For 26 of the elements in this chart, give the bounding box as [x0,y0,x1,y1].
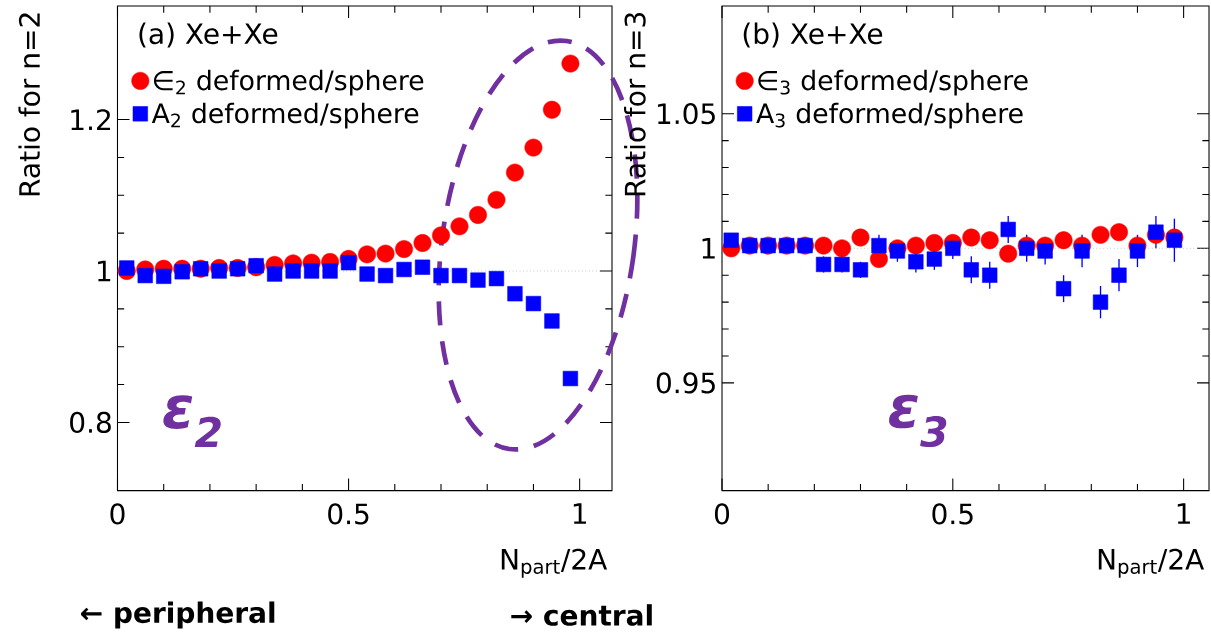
legend-label: ∈$_{3}$ deformed/sphere [758,69,1028,96]
y-tick-label: 0.95 [656,372,715,394]
y-tick-label: 1.2 [71,109,110,130]
annotation: ε$_{3}$ [889,394,947,448]
x-axis-title: N$_{part}$/2A [1098,548,1205,578]
y-tick-label: 1 [98,260,111,282]
legend-label: ∈$_{2}$ deformed/sphere [153,69,424,96]
x-tick-label: 0 [110,503,125,525]
x-tick-label: 1 [573,503,586,524]
text: (b) Xe+Xe [743,22,883,48]
legend-label: A$_{3}$ deformed/sphere [756,102,1023,129]
x-tick-label: 0.5 [328,503,369,525]
x-tick-label: 0 [714,503,730,525]
annotation: ε$_{2}$ [163,395,221,448]
x-tick-label: 1 [1177,503,1190,524]
text: (a) Xe+Xe [139,22,278,48]
text: ← peripheral [81,601,275,629]
y-tick-label: 0.8 [70,411,111,434]
x-tick-label: 0.5 [932,503,973,525]
text: → central [511,604,652,626]
legend-label: A$_{2}$ deformed/sphere [151,102,419,129]
y-axis-title: Ratio for n=3 [624,12,646,196]
y-tick-label: 1.05 [658,103,715,125]
y-axis-title: Ratio for n=2 [18,13,41,196]
y-tick-label: 1 [702,238,715,259]
x-axis-title: N$_{part}$/2A [501,548,608,578]
